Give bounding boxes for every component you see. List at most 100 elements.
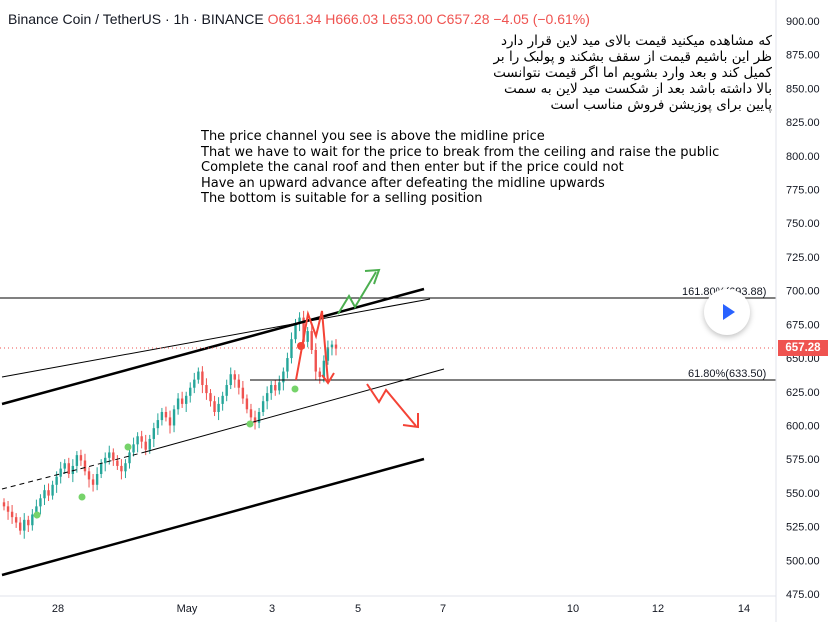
candle-body	[75, 455, 79, 466]
candle-body	[27, 519, 30, 526]
candle-body	[229, 374, 232, 386]
bullish-arrow-head	[364, 268, 381, 285]
channel-top-line[interactable]	[1, 287, 425, 406]
candle-body	[148, 438, 151, 450]
candle-body	[286, 358, 289, 372]
candle-body	[261, 401, 265, 412]
candle-body	[274, 385, 277, 391]
candle-body	[270, 385, 273, 394]
price-tick-label: 550.00	[786, 488, 820, 500]
price-tick-label: 600.00	[786, 420, 820, 432]
price-tick-label: 775.00	[786, 185, 820, 197]
candle-body	[322, 360, 326, 377]
midline-dashed[interactable]	[1, 451, 146, 490]
marker-dot	[33, 511, 41, 519]
play-button[interactable]	[704, 289, 750, 335]
pattern-arrow-head	[321, 372, 335, 385]
price-tick-label: 875.00	[786, 50, 820, 62]
candle-body	[104, 457, 107, 464]
candle-body	[278, 382, 281, 391]
midline-thin[interactable]	[144, 368, 445, 453]
candle-body	[116, 460, 119, 466]
candle-body	[71, 465, 75, 475]
candle-body	[245, 398, 249, 410]
candle-body	[120, 465, 123, 472]
candle-body	[172, 409, 176, 426]
candle-body	[201, 371, 204, 386]
candle-body	[330, 344, 334, 348]
english-note-line: The price channel you see is above the m…	[201, 129, 545, 144]
candle-body	[140, 436, 143, 442]
persian-note-line: ظر این باشیم قیمت از سقف بشکند و پولبک ر…	[493, 49, 772, 65]
marker-dot	[246, 420, 254, 428]
price-axis[interactable]: 900.00 875.00 850.00 825.00 800.00 775.00 750.…	[786, 16, 820, 601]
price-tick-label: 900.00	[786, 16, 820, 28]
english-note[interactable]: The price channel you see is above the m…	[201, 129, 719, 207]
trend-line-thin-top[interactable]	[1, 298, 431, 378]
candle-body	[79, 455, 83, 461]
candle-body	[197, 371, 200, 380]
persian-note-line: بالا داشته باشد بعد از شکست مید لاین به …	[503, 81, 772, 97]
candle-body	[233, 374, 236, 380]
candle-body	[59, 468, 62, 477]
price-tick-label: 825.00	[786, 117, 820, 129]
english-note-line: Have an upward advance after defeating t…	[201, 175, 605, 191]
candle-body	[189, 387, 192, 396]
chart-header: Binance Coin / TetherUS · 1h · BINANCE O…	[8, 11, 590, 27]
candle-body	[43, 490, 46, 499]
price-tick-label: 475.00	[786, 589, 820, 601]
persian-note-line: پایین برای پوزیشن فروش مناسب است	[550, 97, 773, 113]
candle-body	[193, 379, 196, 388]
price-tick-label: 675.00	[786, 319, 820, 331]
candle-body	[91, 479, 95, 485]
candle-body	[253, 417, 257, 423]
candle-body	[314, 349, 317, 372]
candle-body	[39, 498, 42, 507]
price-tick-label: 525.00	[786, 522, 820, 534]
symbol-title[interactable]: Binance Coin / TetherUS · 1h · BINANCE	[8, 11, 264, 27]
time-axis[interactable]: 28 May 3 5 7 10 12 14	[52, 603, 750, 615]
candle-body	[168, 417, 172, 426]
candle-body	[184, 395, 188, 404]
candle-body	[249, 409, 253, 418]
candle-body	[265, 393, 269, 402]
marker-dot	[78, 493, 86, 501]
channel-bottom-line[interactable]	[1, 457, 425, 577]
candle-body	[18, 522, 22, 531]
candle-body	[213, 401, 216, 412]
candle-body	[23, 519, 26, 531]
candle-body	[221, 395, 224, 404]
candle-body	[144, 441, 147, 450]
candle-body	[14, 517, 18, 523]
price-tick-label: 575.00	[786, 454, 820, 466]
bullish-arrow	[337, 271, 377, 315]
candle-body	[180, 398, 184, 404]
time-tick-label: 3	[269, 603, 275, 615]
pattern-point	[297, 342, 305, 350]
candle-body	[63, 463, 66, 469]
candle-body	[306, 331, 309, 342]
drawings[interactable]	[0, 268, 776, 577]
candle-body	[310, 331, 313, 350]
candle-body	[302, 317, 305, 342]
candle-body	[294, 323, 297, 340]
candle-body	[2, 502, 6, 507]
english-note-line: The bottom is suitable for a selling pos…	[201, 191, 483, 206]
candle-body	[225, 385, 228, 396]
price-tick-label: 850.00	[786, 83, 820, 95]
candle-body	[124, 463, 127, 472]
candle-body	[176, 398, 180, 410]
candles	[2, 310, 338, 539]
candle-body	[128, 452, 131, 464]
candle-body	[108, 452, 111, 458]
time-tick-label: 10	[567, 603, 579, 615]
candle-body	[112, 452, 115, 461]
persian-note[interactable]: که مشاهده میکنید قیمت بالای مید لاین قرا…	[412, 33, 772, 113]
time-tick-label: 7	[440, 603, 446, 615]
candle-body	[152, 428, 156, 439]
candle-body	[156, 420, 160, 429]
candle-body	[99, 463, 103, 475]
english-note-line: Complete the canal roof and then enter b…	[201, 160, 624, 175]
bearish-arrow-head	[402, 413, 419, 429]
